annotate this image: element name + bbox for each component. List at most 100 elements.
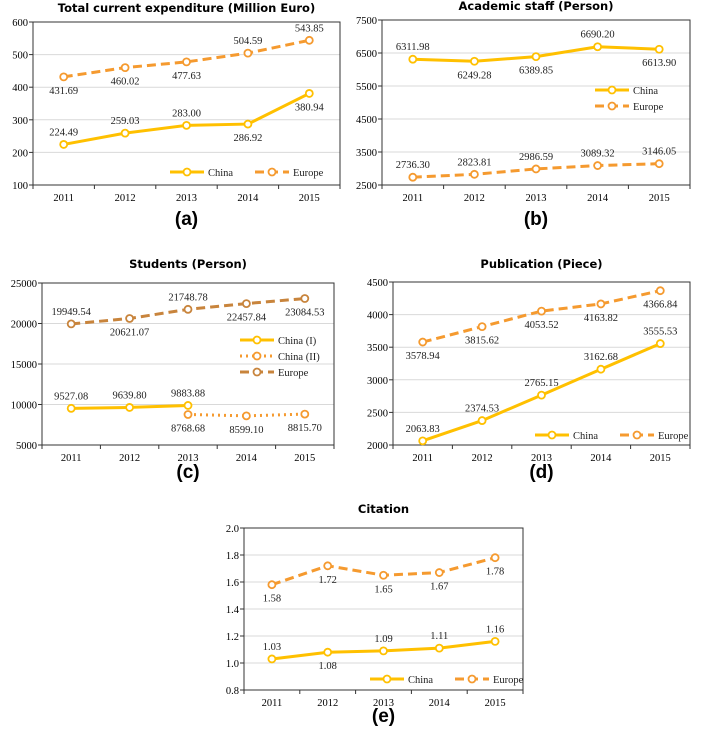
data-label: 3578.94	[406, 351, 441, 362]
data-point	[379, 570, 388, 580]
data-point	[593, 161, 602, 170]
data-point	[490, 637, 500, 646]
x-tick-label: 2013	[176, 193, 197, 204]
y-tick-label: 100	[12, 181, 28, 192]
chart-3: Publication (Piece) (d) 2000 2500 3000 3500 40…	[367, 257, 691, 483]
data-point	[596, 364, 606, 374]
legend-marker	[252, 351, 262, 361]
y-tick-label: 1.6	[226, 578, 239, 589]
data-point	[655, 286, 665, 296]
y-tick-label: 2000	[367, 441, 388, 452]
data-label: 431.69	[49, 86, 78, 97]
legend-marker	[382, 674, 392, 684]
data-point	[490, 553, 500, 563]
chart-1: Academic staff (Person) (b) 2500 3500 4500 55…	[356, 0, 691, 230]
chart-2: Students (Person) (c) 5000 10000 15000 20000 2…	[11, 257, 335, 483]
legend-label: China (I)	[278, 336, 317, 347]
data-point	[654, 159, 664, 169]
data-point	[593, 42, 602, 52]
data-label: 283.00	[172, 108, 201, 119]
data-label: 19949.54	[52, 307, 92, 318]
plot-area	[243, 527, 524, 691]
x-tick-label: 2013	[178, 453, 199, 464]
panel-label: (a)	[175, 209, 198, 230]
data-label: 3555.53	[643, 327, 677, 338]
y-tick-label: 2.0	[226, 524, 239, 535]
y-tick-label: 4500	[367, 278, 388, 289]
data-point	[469, 56, 479, 66]
legend-marker	[252, 335, 262, 345]
chart-title: Total current expenditure (Million Euro)	[58, 1, 315, 15]
series-line-Europe	[422, 289, 661, 344]
y-tick-label: 500	[12, 51, 28, 62]
y-tick-label: 300	[12, 116, 28, 127]
y-tick-label: 10000	[11, 401, 37, 412]
data-point	[537, 390, 546, 400]
chart-title: Students (Person)	[129, 257, 247, 271]
y-tick-label: 6500	[356, 49, 377, 60]
data-point	[323, 647, 333, 657]
plot-area	[32, 21, 341, 186]
data-label: 1.78	[486, 567, 504, 578]
x-tick-label: 2011	[402, 193, 423, 204]
x-tick-label: 2015	[299, 193, 320, 204]
x-tick-label: 2011	[61, 453, 82, 464]
data-point	[477, 416, 487, 425]
data-label: 1.11	[430, 631, 448, 642]
data-label: 2063.83	[406, 424, 440, 435]
data-label: 2374.53	[465, 404, 499, 415]
data-point	[182, 120, 191, 130]
data-label: 380.94	[295, 102, 325, 113]
panel-label: (b)	[524, 209, 548, 230]
data-label: 20621.07	[110, 327, 149, 338]
legend-marker	[467, 674, 477, 684]
data-point	[654, 44, 664, 54]
data-label: 1.09	[374, 634, 392, 645]
data-label: 286.92	[233, 133, 262, 144]
legend-label: China	[573, 431, 598, 442]
legend-marker	[182, 167, 192, 177]
legend-label: Europe	[293, 168, 324, 179]
x-tick-label: 2014	[429, 698, 451, 709]
data-label: 8768.68	[171, 423, 205, 434]
data-point	[243, 119, 253, 129]
data-label: 3815.62	[465, 336, 499, 347]
y-tick-label: 3000	[367, 376, 388, 387]
x-tick-label: 2015	[485, 698, 506, 709]
data-label: 3089.32	[581, 149, 615, 160]
data-label: 4053.52	[524, 320, 558, 331]
data-label: 8815.70	[288, 423, 322, 434]
legend-label: Europe	[633, 102, 664, 113]
y-tick-label: 5000	[16, 441, 37, 452]
data-point	[434, 643, 444, 653]
data-point	[531, 52, 541, 62]
data-point	[531, 164, 541, 174]
data-point	[183, 410, 193, 419]
data-label: 8599.10	[229, 425, 263, 436]
x-tick-label: 2012	[115, 193, 136, 204]
panel-label: (c)	[176, 462, 199, 483]
data-label: 4163.82	[584, 313, 618, 324]
data-label: 21748.78	[168, 292, 207, 303]
data-point	[596, 299, 606, 309]
y-tick-label: 4500	[356, 115, 377, 126]
legend-label: Europe	[493, 675, 524, 686]
legend-marker	[267, 167, 277, 177]
data-label: 543.85	[295, 23, 324, 34]
data-point	[408, 172, 418, 182]
data-label: 9527.08	[54, 391, 88, 402]
data-label: 1.72	[319, 575, 337, 586]
x-tick-label: 2012	[317, 698, 338, 709]
data-point	[125, 314, 135, 323]
data-label: 224.49	[49, 127, 78, 138]
data-label: 1.08	[319, 661, 337, 672]
data-label: 6249.28	[457, 70, 491, 81]
data-label: 6311.98	[396, 42, 430, 53]
data-point	[323, 561, 333, 571]
data-label: 3162.68	[584, 352, 618, 363]
y-tick-label: 1.8	[226, 551, 239, 562]
data-point	[469, 169, 479, 179]
legend-marker	[632, 430, 642, 440]
x-tick-label: 2012	[119, 453, 140, 464]
x-tick-label: 2011	[412, 453, 433, 464]
